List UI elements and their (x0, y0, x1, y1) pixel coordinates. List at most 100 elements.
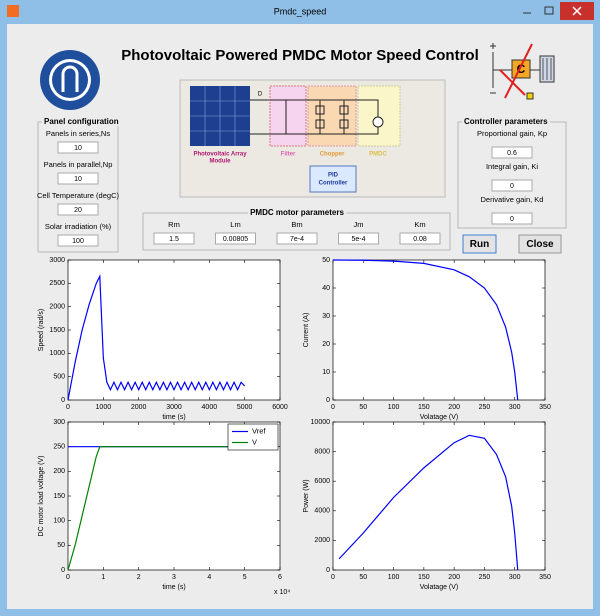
edit-box[interactable] (276, 232, 318, 245)
icon-node (526, 92, 534, 100)
legend-label: Vref (252, 426, 266, 435)
wire (250, 99, 270, 135)
y-tick-label: 3000 (49, 257, 65, 264)
edit-box[interactable] (153, 232, 195, 245)
field-label: Solar irradiation (%) (45, 222, 112, 231)
group-title-bg (42, 117, 121, 127)
x-tick-label: 5 (243, 574, 247, 581)
pmdc-block (357, 85, 401, 147)
edit-value[interactable]: 0 (510, 183, 514, 190)
button[interactable] (462, 234, 497, 254)
main-title: Photovoltaic Powered PMDC Motor Speed Co… (121, 47, 479, 64)
y-tick-label: 20 (322, 341, 330, 348)
edit-box[interactable] (491, 146, 533, 159)
x-tick-label: 6 (278, 574, 282, 581)
edit-value[interactable]: 1.5 (169, 236, 179, 243)
y-tick-label: 0 (61, 397, 65, 404)
button[interactable] (518, 234, 562, 254)
x-tick-label: 350 (539, 404, 551, 411)
edit-box[interactable] (399, 232, 441, 245)
legend-label: V (252, 437, 257, 446)
y-tick-label: 40 (322, 285, 330, 292)
motor-symbol (372, 116, 384, 128)
edit-value[interactable]: 10 (74, 176, 82, 183)
close-glyph (572, 6, 582, 16)
y-tick-label: 2500 (49, 280, 65, 287)
pid-label: PID (328, 173, 339, 179)
x-tick-label: 0 (331, 404, 335, 411)
edit-value[interactable]: 10 (74, 145, 82, 152)
edit-box[interactable] (57, 141, 99, 154)
y-tick-label: 0 (61, 567, 65, 574)
pid-label: Controller (319, 181, 348, 187)
edit-value[interactable]: 0.00805 (223, 236, 248, 243)
x-tick-label: 300 (509, 574, 521, 581)
y-tick-label: 500 (53, 374, 65, 381)
x-tick-label: 6000 (272, 404, 288, 411)
pv-label: Photovoltaic Array (193, 152, 247, 158)
edit-box[interactable] (57, 203, 99, 216)
maximize-button[interactable] (538, 3, 560, 19)
field-label: Lm (230, 220, 240, 229)
button-label[interactable]: Run (470, 239, 489, 250)
chopper-label: Chopper (320, 152, 345, 158)
x-tick-label: 200 (448, 574, 460, 581)
y-tick-label: 10 (322, 369, 330, 376)
edit-value[interactable]: 0.6 (507, 150, 517, 157)
x-tick-label: 100 (388, 574, 400, 581)
group-title-bg (248, 208, 347, 218)
edit-box[interactable] (338, 232, 379, 245)
edit-value[interactable]: 0 (510, 216, 514, 223)
button-label[interactable]: Close (526, 239, 554, 250)
data-line (332, 259, 519, 401)
icon-label: C (517, 62, 526, 76)
window-title: Pmdc_speed (274, 6, 327, 16)
switch (315, 119, 325, 129)
circuit-diagram: Photovoltaic Array Module D Filter Chopp… (179, 79, 446, 198)
y-tick-label: 50 (322, 257, 330, 264)
y-axis-label: Speed (rad/s) (38, 309, 45, 351)
y-tick-label: 200 (53, 468, 65, 475)
x-tick-label: 150 (418, 404, 430, 411)
icon-arrow (504, 43, 533, 99)
x-tick-label: 1 (101, 574, 105, 581)
edit-value[interactable]: 7e-4 (290, 236, 304, 243)
x-axis-label: Volatage (V) (420, 414, 459, 421)
y-tick-label: 0 (326, 397, 330, 404)
edit-box[interactable] (57, 172, 99, 185)
field-label: Jm (354, 220, 364, 229)
x-tick-label: 4 (207, 574, 211, 581)
plot-area (332, 421, 546, 571)
edit-value[interactable]: 20 (74, 207, 82, 214)
edit-value[interactable]: 100 (72, 238, 84, 245)
field-label: Proportional gain, Kp (477, 129, 547, 138)
edit-value[interactable]: 5e-4 (351, 236, 365, 243)
edit-box[interactable] (491, 212, 533, 225)
group-title-bg (462, 117, 551, 127)
y-tick-label: 100 (53, 518, 65, 525)
x-tick-label: 0 (66, 404, 70, 411)
diode-label: D (258, 92, 263, 98)
edit-box[interactable] (491, 179, 533, 192)
y-tick-label: 30 (322, 313, 330, 320)
x-axis-multiplier: x 10⁴ (274, 589, 290, 596)
x-tick-label: 50 (359, 404, 367, 411)
y-tick-label: 4000 (314, 508, 330, 515)
x-axis-label: time (s) (162, 414, 185, 421)
motor-icon: C (490, 43, 555, 100)
field-label: Panels in series,Ns (46, 129, 110, 138)
x-tick-label: 1000 (96, 404, 112, 411)
edit-box[interactable] (215, 232, 256, 245)
pid-block (309, 165, 357, 193)
minimize-button[interactable] (516, 3, 538, 19)
field-label: Km (414, 220, 425, 229)
filter-block (269, 85, 307, 147)
field-label: Rm (168, 220, 180, 229)
data-line (67, 274, 246, 401)
edit-box[interactable] (57, 234, 99, 247)
edit-value[interactable]: 0.08 (413, 236, 427, 243)
y-tick-label: 2000 (314, 537, 330, 544)
x-tick-label: 350 (539, 574, 551, 581)
icon-arrow (499, 69, 526, 96)
field-label: Bm (291, 220, 302, 229)
